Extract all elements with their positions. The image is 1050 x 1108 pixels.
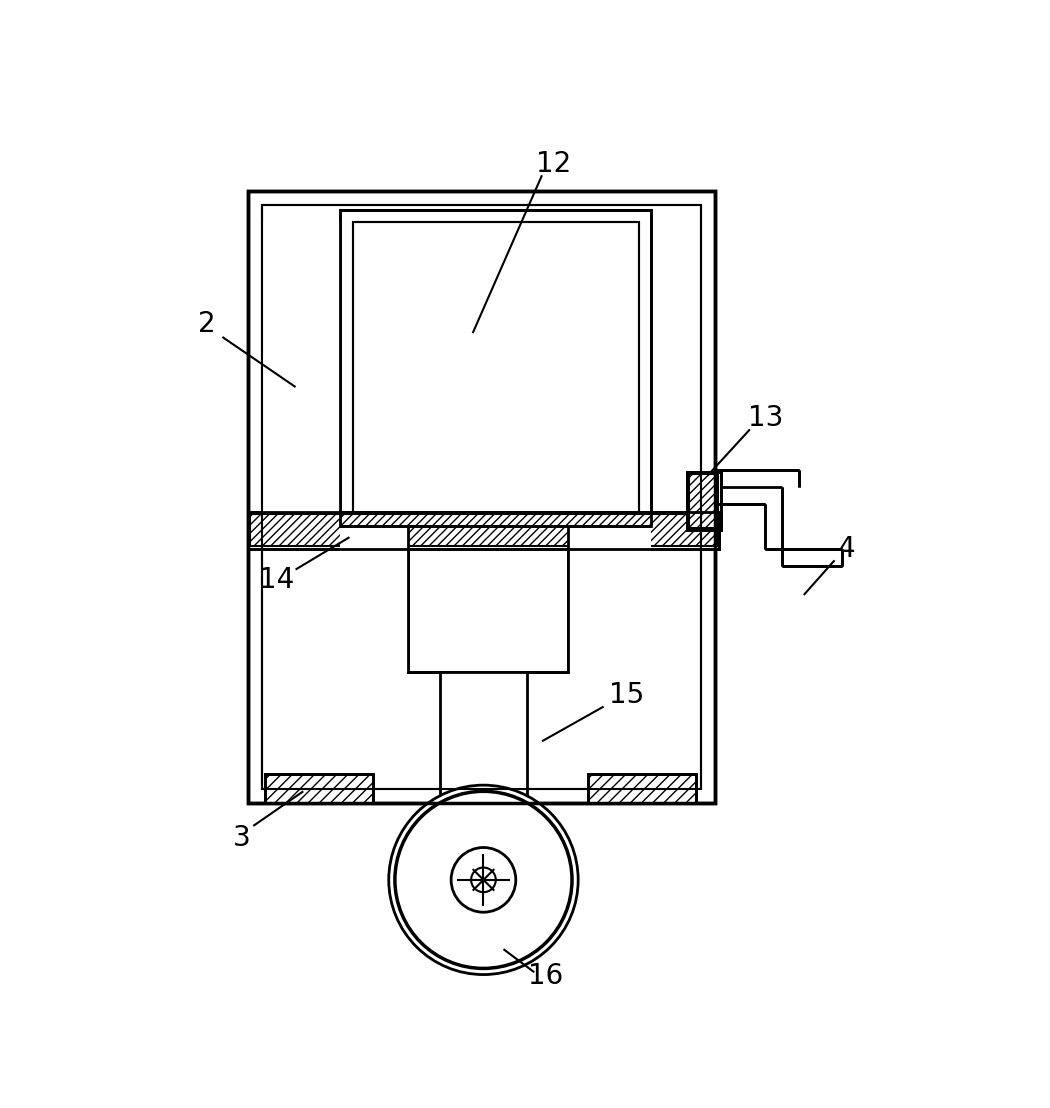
Bar xyxy=(588,773,696,803)
Circle shape xyxy=(452,848,516,912)
Bar xyxy=(247,513,262,548)
Bar xyxy=(687,472,720,531)
Bar xyxy=(408,525,568,671)
Bar xyxy=(588,773,696,803)
Circle shape xyxy=(395,791,572,968)
Bar xyxy=(441,671,526,803)
Text: 13: 13 xyxy=(748,403,783,432)
Bar xyxy=(408,525,568,671)
Bar xyxy=(250,514,717,546)
Bar xyxy=(261,205,701,789)
Bar xyxy=(248,512,719,548)
Bar xyxy=(340,209,651,525)
Text: 4: 4 xyxy=(837,535,855,563)
Bar xyxy=(248,512,719,548)
Text: 12: 12 xyxy=(536,150,571,177)
Bar xyxy=(248,191,715,803)
Text: 2: 2 xyxy=(198,310,216,338)
Bar xyxy=(262,223,340,513)
Bar xyxy=(689,474,718,529)
Bar xyxy=(353,223,639,513)
Text: 3: 3 xyxy=(233,823,251,852)
Text: 16: 16 xyxy=(528,962,564,991)
Text: 15: 15 xyxy=(609,681,645,709)
Circle shape xyxy=(471,868,496,892)
Bar xyxy=(353,223,639,513)
Text: 14: 14 xyxy=(258,565,294,594)
Bar xyxy=(568,525,651,671)
Bar xyxy=(340,209,651,525)
Bar xyxy=(340,525,408,671)
Circle shape xyxy=(388,786,579,975)
Polygon shape xyxy=(715,470,842,566)
Bar xyxy=(261,205,701,789)
Bar xyxy=(687,472,720,531)
Bar xyxy=(265,773,373,803)
Bar xyxy=(265,773,373,803)
Bar xyxy=(248,191,715,803)
